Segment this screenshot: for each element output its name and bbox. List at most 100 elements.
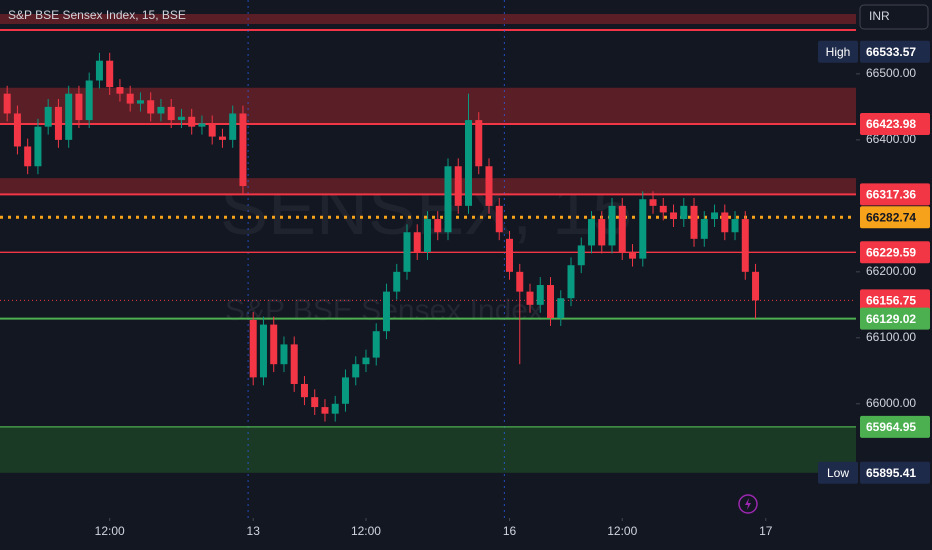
- x-tick-label: 12:00: [351, 524, 381, 538]
- zone: [0, 178, 856, 195]
- candle-body: [352, 364, 360, 378]
- candle-body: [208, 123, 216, 137]
- price-badge-label: 66423.98: [866, 117, 916, 131]
- badge-name: High: [826, 45, 851, 59]
- price-badge-label: 66282.74: [866, 210, 916, 224]
- price-badge: [860, 241, 930, 264]
- zone: [0, 87, 856, 125]
- candle-body: [290, 344, 298, 384]
- candle-body: [516, 271, 524, 292]
- candle-body: [54, 106, 62, 140]
- candle-body: [116, 87, 124, 94]
- candle-body: [711, 212, 719, 220]
- candle-body: [454, 166, 462, 206]
- candle-body: [721, 212, 729, 233]
- candle-body: [444, 166, 452, 233]
- price-badge-label: 66156.75: [866, 294, 916, 308]
- price-badge: [860, 415, 930, 438]
- candle-body: [588, 219, 596, 246]
- price-badge-label: 66317.36: [866, 188, 916, 202]
- candle-body: [300, 383, 308, 398]
- candle-body: [382, 291, 390, 332]
- price-badge: [860, 40, 930, 63]
- candle-body: [13, 113, 21, 147]
- candle-body: [495, 205, 503, 233]
- x-tick-label: 13: [247, 524, 261, 538]
- candle-body: [464, 120, 472, 206]
- candle-body: [188, 116, 196, 127]
- candle-body: [557, 298, 565, 319]
- candle-body: [3, 93, 11, 114]
- candle-body: [147, 100, 155, 114]
- candle-body: [372, 331, 380, 358]
- candle-body: [485, 166, 493, 206]
- price-badge: [860, 307, 930, 330]
- candle-body: [413, 232, 421, 253]
- candle-body: [259, 324, 267, 378]
- candle-body: [659, 205, 667, 213]
- candle-body: [321, 407, 329, 414]
- candle-body: [34, 126, 42, 167]
- price-badge-label: 65895.41: [866, 466, 916, 480]
- y-tick-label: 66200.00: [866, 264, 916, 278]
- currency-button[interactable]: [859, 4, 929, 30]
- chart-title: S&P BSE Sensex Index, 15, BSE: [8, 8, 186, 22]
- candle-body: [85, 80, 93, 121]
- candle-body: [95, 60, 103, 81]
- candle-body: [106, 60, 114, 88]
- candle-body: [177, 116, 185, 121]
- candle-body: [577, 245, 585, 266]
- candle-body: [639, 199, 647, 259]
- candle-body: [362, 357, 370, 365]
- candle-body: [331, 403, 339, 414]
- candle-body: [393, 271, 401, 292]
- candle-body: [598, 219, 606, 246]
- zone: [0, 426, 856, 473]
- candle-body: [536, 285, 544, 305]
- lightning-icon[interactable]: [738, 494, 758, 514]
- candle-body: [249, 319, 257, 378]
- x-tick-label: 16: [503, 524, 517, 538]
- x-tick-label: 12:00: [95, 524, 125, 538]
- y-tick-label: 66500.00: [866, 66, 916, 80]
- currency[interactable]: INR: [869, 9, 890, 23]
- candle-body: [229, 113, 237, 140]
- y-tick-label: 66100.00: [866, 330, 916, 344]
- candle-body: [567, 265, 575, 299]
- price-badge: [860, 461, 930, 484]
- price-badge-label: 66129.02: [866, 312, 916, 326]
- candle-body: [75, 93, 83, 121]
- candle-body: [198, 123, 206, 127]
- candle-body: [680, 205, 688, 220]
- candle-body: [280, 344, 288, 365]
- y-tick-label: 66000.00: [866, 396, 916, 410]
- candle-body: [65, 93, 73, 140]
- badge-name-box: [818, 40, 858, 63]
- price-badge: [860, 289, 930, 312]
- price-badge-label: 66229.59: [866, 245, 916, 259]
- lightning-glyph: [745, 498, 751, 510]
- candle-body: [24, 146, 32, 167]
- candle-body: [741, 219, 749, 272]
- candle-body: [126, 93, 134, 104]
- price-badge-label: 66533.57: [866, 45, 916, 59]
- candle-body: [167, 106, 175, 121]
- badge-name-box: [818, 461, 858, 484]
- x-tick-label: 17: [759, 524, 773, 538]
- x-tick-label: 12:00: [607, 524, 637, 538]
- price-badge: [860, 113, 930, 136]
- candle-body: [311, 397, 319, 408]
- candle-body: [608, 205, 616, 246]
- candle-body: [670, 212, 678, 220]
- price-badge: [860, 206, 930, 229]
- candle-body: [629, 252, 637, 259]
- candle-body: [218, 136, 226, 140]
- price-badge-label: 65964.95: [866, 420, 916, 434]
- price-badge: [860, 183, 930, 206]
- candle-body: [341, 377, 349, 404]
- candle-body: [136, 100, 144, 104]
- candle-body: [690, 205, 698, 239]
- candle-body: [475, 120, 483, 167]
- badge-name: Low: [827, 466, 849, 480]
